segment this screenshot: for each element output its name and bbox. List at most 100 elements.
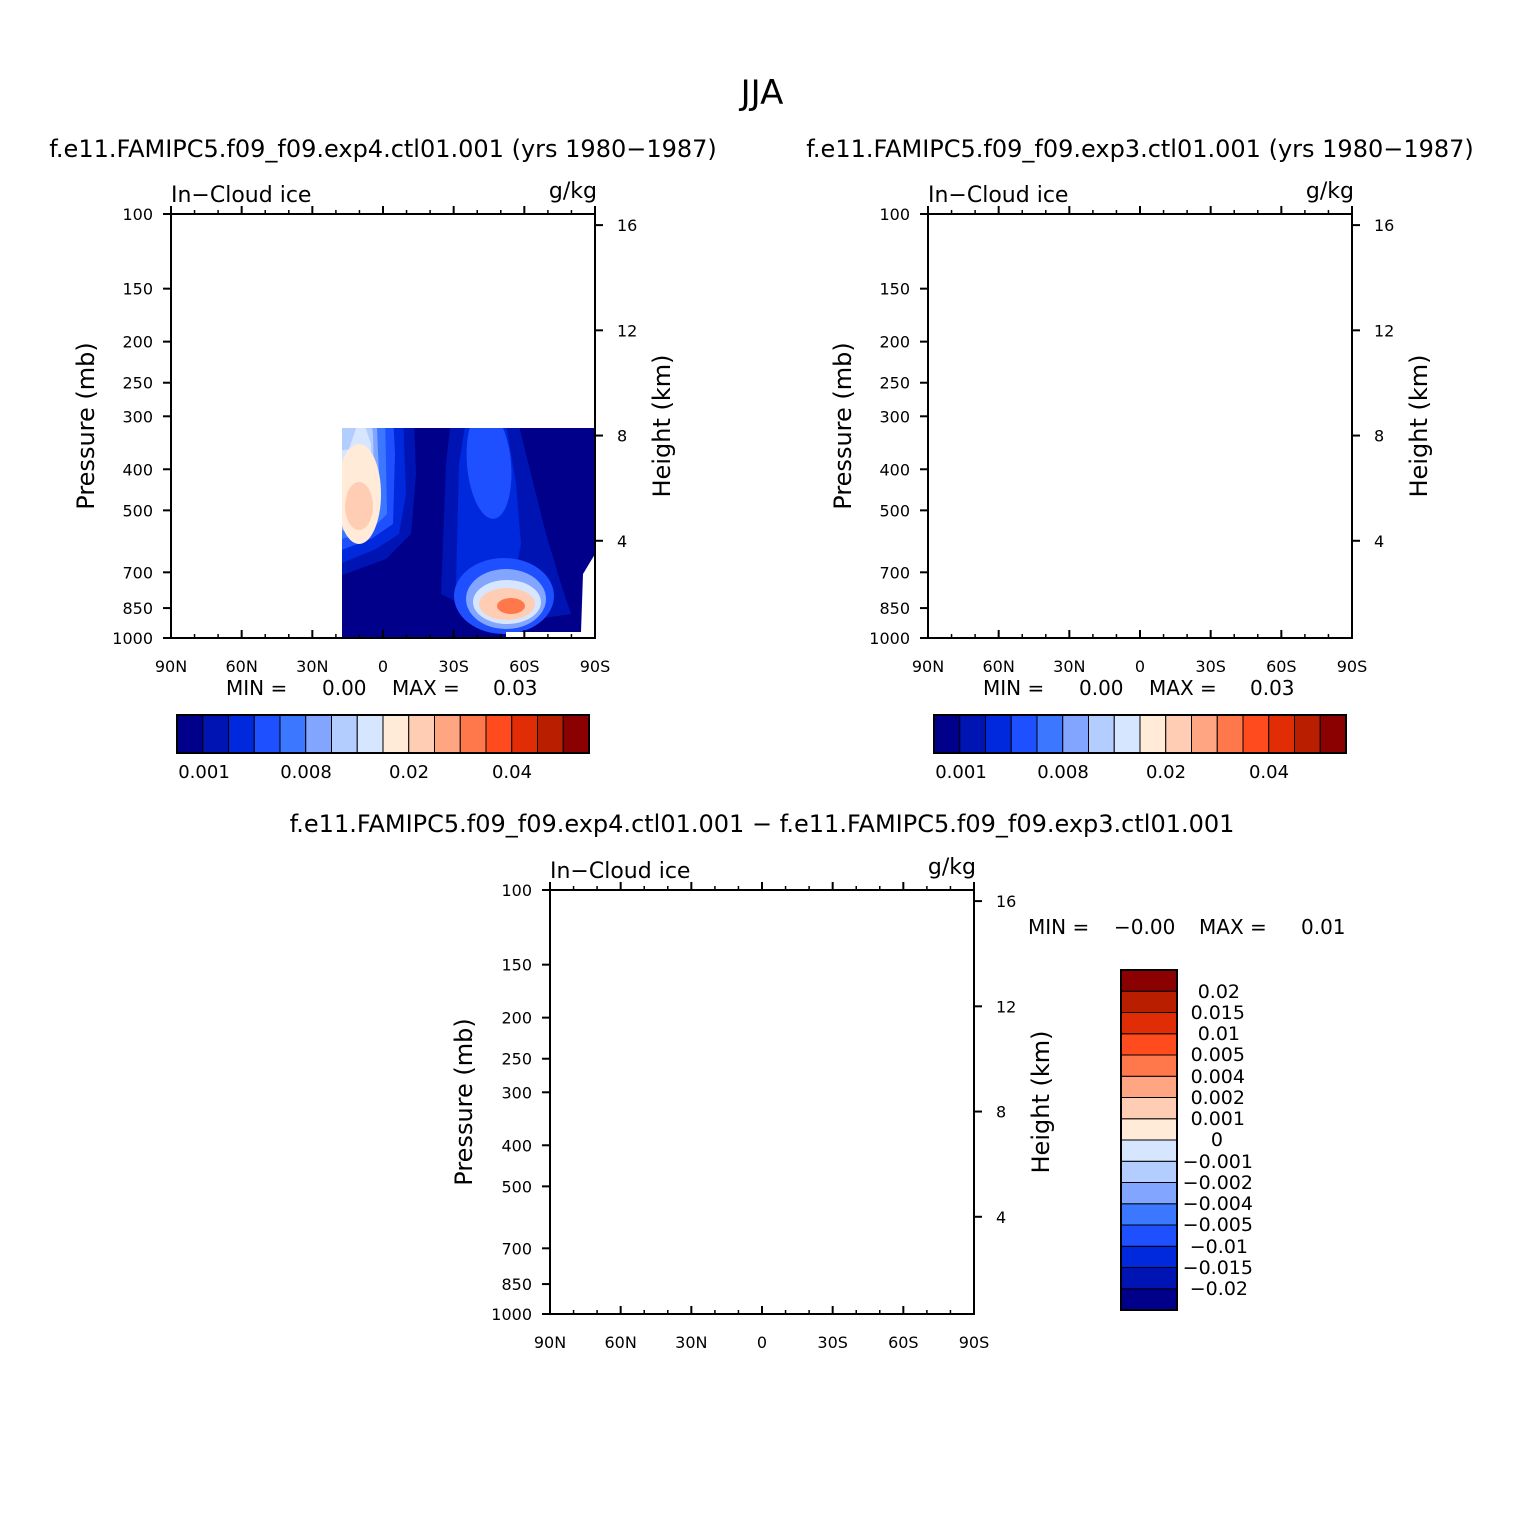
axis-ticks: 90N 60N 30N 0 30S 60S 90S 100 150 200 250 300 400 500…: [112, 205, 637, 676]
y2-tick-label: 16: [617, 216, 637, 235]
figure-title: JJA: [739, 73, 784, 113]
contour-noise: [667, 1250, 670, 1290]
colorbar-label: −0.015: [1183, 1257, 1253, 1279]
max-value: 0.03: [1250, 676, 1295, 700]
colorbar-label: 0.04: [1249, 762, 1289, 783]
y-axis-label: Pressure (mb): [829, 342, 857, 509]
contour-noise: [710, 1274, 713, 1314]
x-tick-label: 0: [378, 657, 388, 676]
colorbar-swatch: [1120, 1160, 1178, 1183]
positive-sh: [882, 1224, 908, 1286]
colorbar-swatch: [1120, 1033, 1178, 1056]
colorbar-swatch: [562, 714, 590, 754]
colorbar-frame: [1120, 969, 1178, 1311]
case-title: f.e11.FAMIPC5.f09_f09.exp4.ctl01.001 (yr…: [49, 135, 717, 163]
colorbar-swatch: [1120, 1182, 1178, 1205]
colorbar-swatch: [459, 714, 487, 754]
colorbar-swatch: [1120, 1097, 1178, 1120]
negative-region-level-5b: [840, 1272, 850, 1288]
y-tick-label: 150: [879, 280, 910, 299]
x-tick-label: 30N: [1053, 657, 1085, 676]
sh-low-ice-level-5: [1223, 569, 1303, 629]
y-tick-label: 700: [501, 1239, 532, 1258]
contour-field: [928, 214, 1352, 638]
contour-noise: [659, 1274, 662, 1314]
min-label: MIN =: [1028, 915, 1089, 939]
y-tick-label: 1000: [869, 629, 910, 648]
contour-noise: [633, 1274, 636, 1314]
contour-noise: [897, 1250, 900, 1290]
colorbar-swatch: [1120, 969, 1178, 992]
colorbar-label: 0.02: [389, 762, 429, 783]
x-tick-label: 60S: [509, 657, 540, 676]
y-tick-label: 150: [501, 956, 532, 975]
y-tick-label: 500: [501, 1177, 532, 1196]
y-tick-label: 700: [122, 563, 153, 582]
colorbar-swatch: [331, 714, 358, 754]
colorbar-swatch: [1268, 714, 1295, 754]
y-tick-label: 200: [501, 1009, 532, 1028]
contour-noise: [829, 1262, 832, 1302]
contour-noise: [871, 1250, 874, 1290]
y-tick-label: 100: [122, 205, 153, 224]
contour-noise: [642, 1250, 645, 1290]
y-tick-label: 1000: [491, 1305, 532, 1324]
ice-region-level-5: [998, 354, 1136, 554]
y2-tick-label: 8: [996, 1103, 1006, 1122]
axis-ticks: 90N 60N 30N 0 30S 60S 90S 100 150 200 250 300 400 500…: [491, 881, 1016, 1352]
colorbar-label: −0.005: [1183, 1214, 1253, 1236]
x-tick-label: 90S: [1337, 657, 1368, 676]
max-value: 0.03: [493, 676, 538, 700]
y2-tick-label: 8: [617, 427, 627, 446]
colorbar-swatch: [1120, 1267, 1178, 1290]
contour-noise: [735, 1274, 738, 1314]
min-value: 0.00: [322, 676, 367, 700]
y-tick-label: 850: [122, 599, 153, 618]
colorbar-frame: [933, 714, 1347, 754]
contour-noise: [820, 1250, 823, 1290]
min-label: MIN =: [226, 676, 287, 700]
sh-low-ice-level-9: [1236, 588, 1292, 620]
colorbar-swatch: [1120, 1245, 1178, 1268]
x-tick-label: 30S: [817, 1333, 848, 1352]
y-tick-label: 250: [501, 1050, 532, 1069]
colorbar: [933, 714, 1347, 754]
colorbar-label: 0.02: [1198, 981, 1240, 1003]
ice-region-level-7: [1014, 414, 1128, 534]
contour-noise: [608, 1274, 611, 1314]
x-tick-label: 30N: [675, 1333, 707, 1352]
y-tick-label: 300: [501, 1083, 532, 1102]
x-tick-label: 90S: [959, 1333, 990, 1352]
contour-field: [342, 428, 595, 638]
colorbar-frame: [176, 714, 590, 754]
colorbar-swatch: [382, 714, 410, 754]
min-value: 0.00: [1079, 676, 1124, 700]
y-tick-label: 400: [501, 1136, 532, 1155]
contour-noise: [880, 1262, 883, 1302]
y-tick-label: 200: [122, 333, 153, 352]
x-tick-label: 0: [1135, 657, 1145, 676]
terrain-mask: [950, 1270, 974, 1314]
x-tick-label: 60N: [983, 657, 1015, 676]
y-tick-label: 300: [122, 407, 153, 426]
positive-region-level-10c: [682, 1090, 718, 1210]
sh-ice-level-2: [1213, 384, 1278, 594]
panel-exp4: f.e11.FAMIPC5.f09_f09.exp4.ctl01.001 (yr…: [49, 135, 717, 783]
contour-noise: [625, 1262, 628, 1302]
negative-region-level-6: [884, 1217, 912, 1293]
colorbar-swatch: [202, 714, 229, 754]
terrain-mask: [1263, 554, 1352, 638]
max-value: 0.01: [1301, 915, 1346, 939]
colorbar-swatch: [1319, 714, 1347, 754]
sh-low-ice-level-11: [1254, 598, 1282, 614]
ice-core-level-9: [345, 482, 373, 530]
colorbar-swatch: [1062, 714, 1089, 754]
colorbar: [1120, 969, 1178, 1311]
colorbar-swatch: [408, 714, 435, 754]
y2-tick-label: 8: [1374, 427, 1384, 446]
colorbar-swatch: [1120, 1075, 1178, 1098]
units-label: g/kg: [1306, 179, 1354, 204]
background-level: [550, 890, 974, 1314]
colorbar-label: 0: [1211, 1129, 1223, 1151]
